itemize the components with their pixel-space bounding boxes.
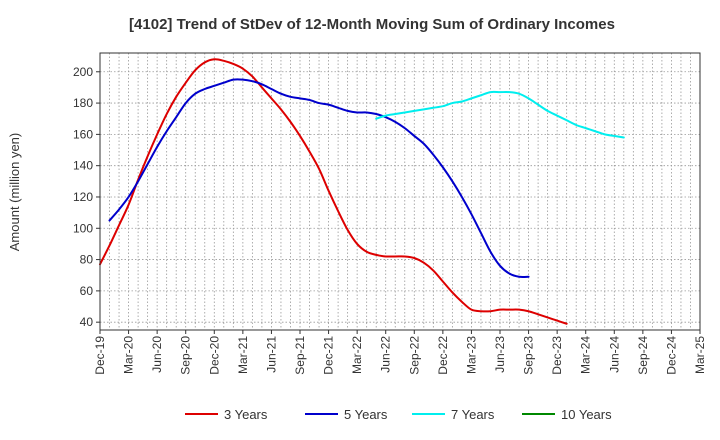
- x-tick-label: Dec-23: [550, 336, 564, 375]
- y-axis-label: Amount (million yen): [7, 133, 22, 252]
- y-tick-labels: 40 60 80 100 120 140 160 180 200: [73, 65, 100, 329]
- x-tick-label: Mar-23: [464, 336, 478, 374]
- series-line-2: [375, 90, 625, 139]
- x-tick-label: Dec-22: [436, 336, 450, 375]
- series-line-0: [99, 58, 568, 325]
- x-tick-label: Dec-19: [93, 336, 107, 375]
- x-tick-label: Mar-24: [579, 336, 593, 374]
- legend-item: 5 Years: [305, 407, 388, 422]
- x-tick-label: Dec-20: [207, 336, 221, 375]
- x-tick-label: Sep-21: [293, 336, 307, 375]
- legend-item: 7 Years: [412, 407, 495, 422]
- legend: 3 Years 5 Years 7 Years 10 Years: [185, 407, 612, 422]
- legend-label: 5 Years: [344, 407, 388, 422]
- y-tick-label: 60: [80, 284, 94, 298]
- y-tick-label: 80: [80, 253, 94, 267]
- chart-title: [4102] Trend of StDev of 12-Month Moving…: [129, 16, 615, 33]
- y-tick-label: 180: [73, 96, 93, 110]
- y-tick-label: 100: [73, 221, 93, 235]
- y-tick-label: 200: [73, 65, 93, 79]
- x-tick-labels: Dec-19 Mar-20 Jun-20 Sep-20 Dec-20 Mar-21 Jun-…: [93, 330, 707, 375]
- x-tick-label: Dec-21: [322, 336, 336, 375]
- x-tick-label: Mar-22: [350, 336, 364, 374]
- legend-label: 7 Years: [451, 407, 495, 422]
- y-tick-label: 120: [73, 190, 93, 204]
- x-tick-label: Mar-21: [236, 336, 250, 374]
- legend-label: 3 Years: [224, 407, 268, 422]
- x-tick-label: Jun-23: [493, 336, 507, 373]
- series-lines: [99, 58, 625, 325]
- x-tick-label: Jun-21: [264, 336, 278, 373]
- x-tick-label: Dec-24: [664, 336, 678, 375]
- x-tick-label: Jun-20: [150, 336, 164, 373]
- x-tick-label: Mar-20: [122, 336, 136, 374]
- legend-label: 10 Years: [561, 407, 612, 422]
- grid-lines: [99, 53, 701, 330]
- y-tick-label: 140: [73, 159, 93, 173]
- y-tick-label: 160: [73, 127, 93, 141]
- legend-item: 10 Years: [522, 407, 612, 422]
- x-tick-label: Sep-22: [407, 336, 421, 375]
- series-line-1: [108, 78, 530, 279]
- x-tick-label: Mar-25: [693, 336, 707, 374]
- plot-area: [100, 53, 700, 330]
- x-tick-label: Sep-24: [636, 336, 650, 375]
- x-tick-label: Sep-23: [522, 336, 536, 375]
- plot-frame: [99, 52, 701, 331]
- y-tick-label: 40: [80, 315, 94, 329]
- legend-item: 3 Years: [185, 407, 268, 422]
- x-tick-label: Sep-20: [179, 336, 193, 375]
- x-tick-label: Jun-22: [379, 336, 393, 373]
- x-tick-label: Jun-24: [607, 336, 621, 373]
